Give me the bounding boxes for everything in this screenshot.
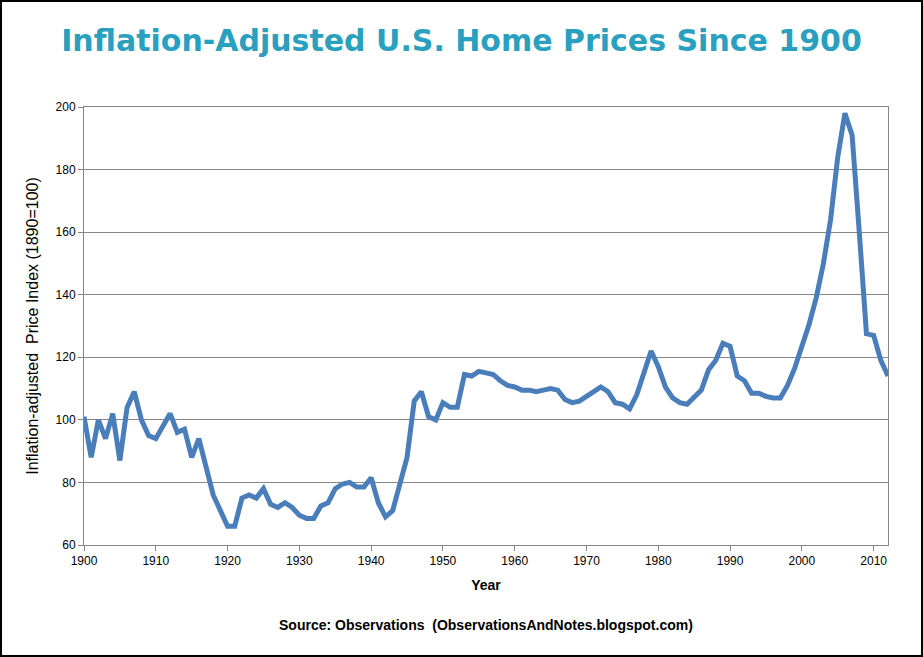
svg-text:120: 120: [56, 350, 76, 364]
svg-text:2010: 2010: [860, 554, 887, 568]
svg-text:1950: 1950: [430, 554, 457, 568]
svg-text:1930: 1930: [286, 554, 313, 568]
svg-text:Source: Observations (Observa: Source: Observations (ObservationsAndNot…: [279, 617, 693, 633]
svg-text:200: 200: [56, 100, 76, 114]
svg-text:Inflation-adjusted Price Inde: Inflation-adjusted Price Index (1890=100…: [24, 177, 41, 475]
svg-text:Year: Year: [471, 577, 501, 593]
svg-text:180: 180: [56, 163, 76, 177]
svg-text:Inflation-Adjusted U.S. Home P: Inflation-Adjusted U.S. Home Prices Sinc…: [61, 23, 862, 58]
svg-text:60: 60: [62, 538, 76, 552]
svg-text:1960: 1960: [501, 554, 528, 568]
svg-text:160: 160: [56, 225, 76, 239]
svg-text:80: 80: [62, 476, 76, 490]
svg-text:1990: 1990: [717, 554, 744, 568]
svg-text:1980: 1980: [645, 554, 672, 568]
svg-text:2000: 2000: [789, 554, 816, 568]
svg-text:1900: 1900: [71, 554, 98, 568]
svg-text:140: 140: [56, 288, 76, 302]
svg-text:1970: 1970: [573, 554, 600, 568]
svg-text:1920: 1920: [214, 554, 241, 568]
svg-text:100: 100: [56, 413, 76, 427]
svg-text:1910: 1910: [142, 554, 169, 568]
svg-text:1940: 1940: [358, 554, 385, 568]
